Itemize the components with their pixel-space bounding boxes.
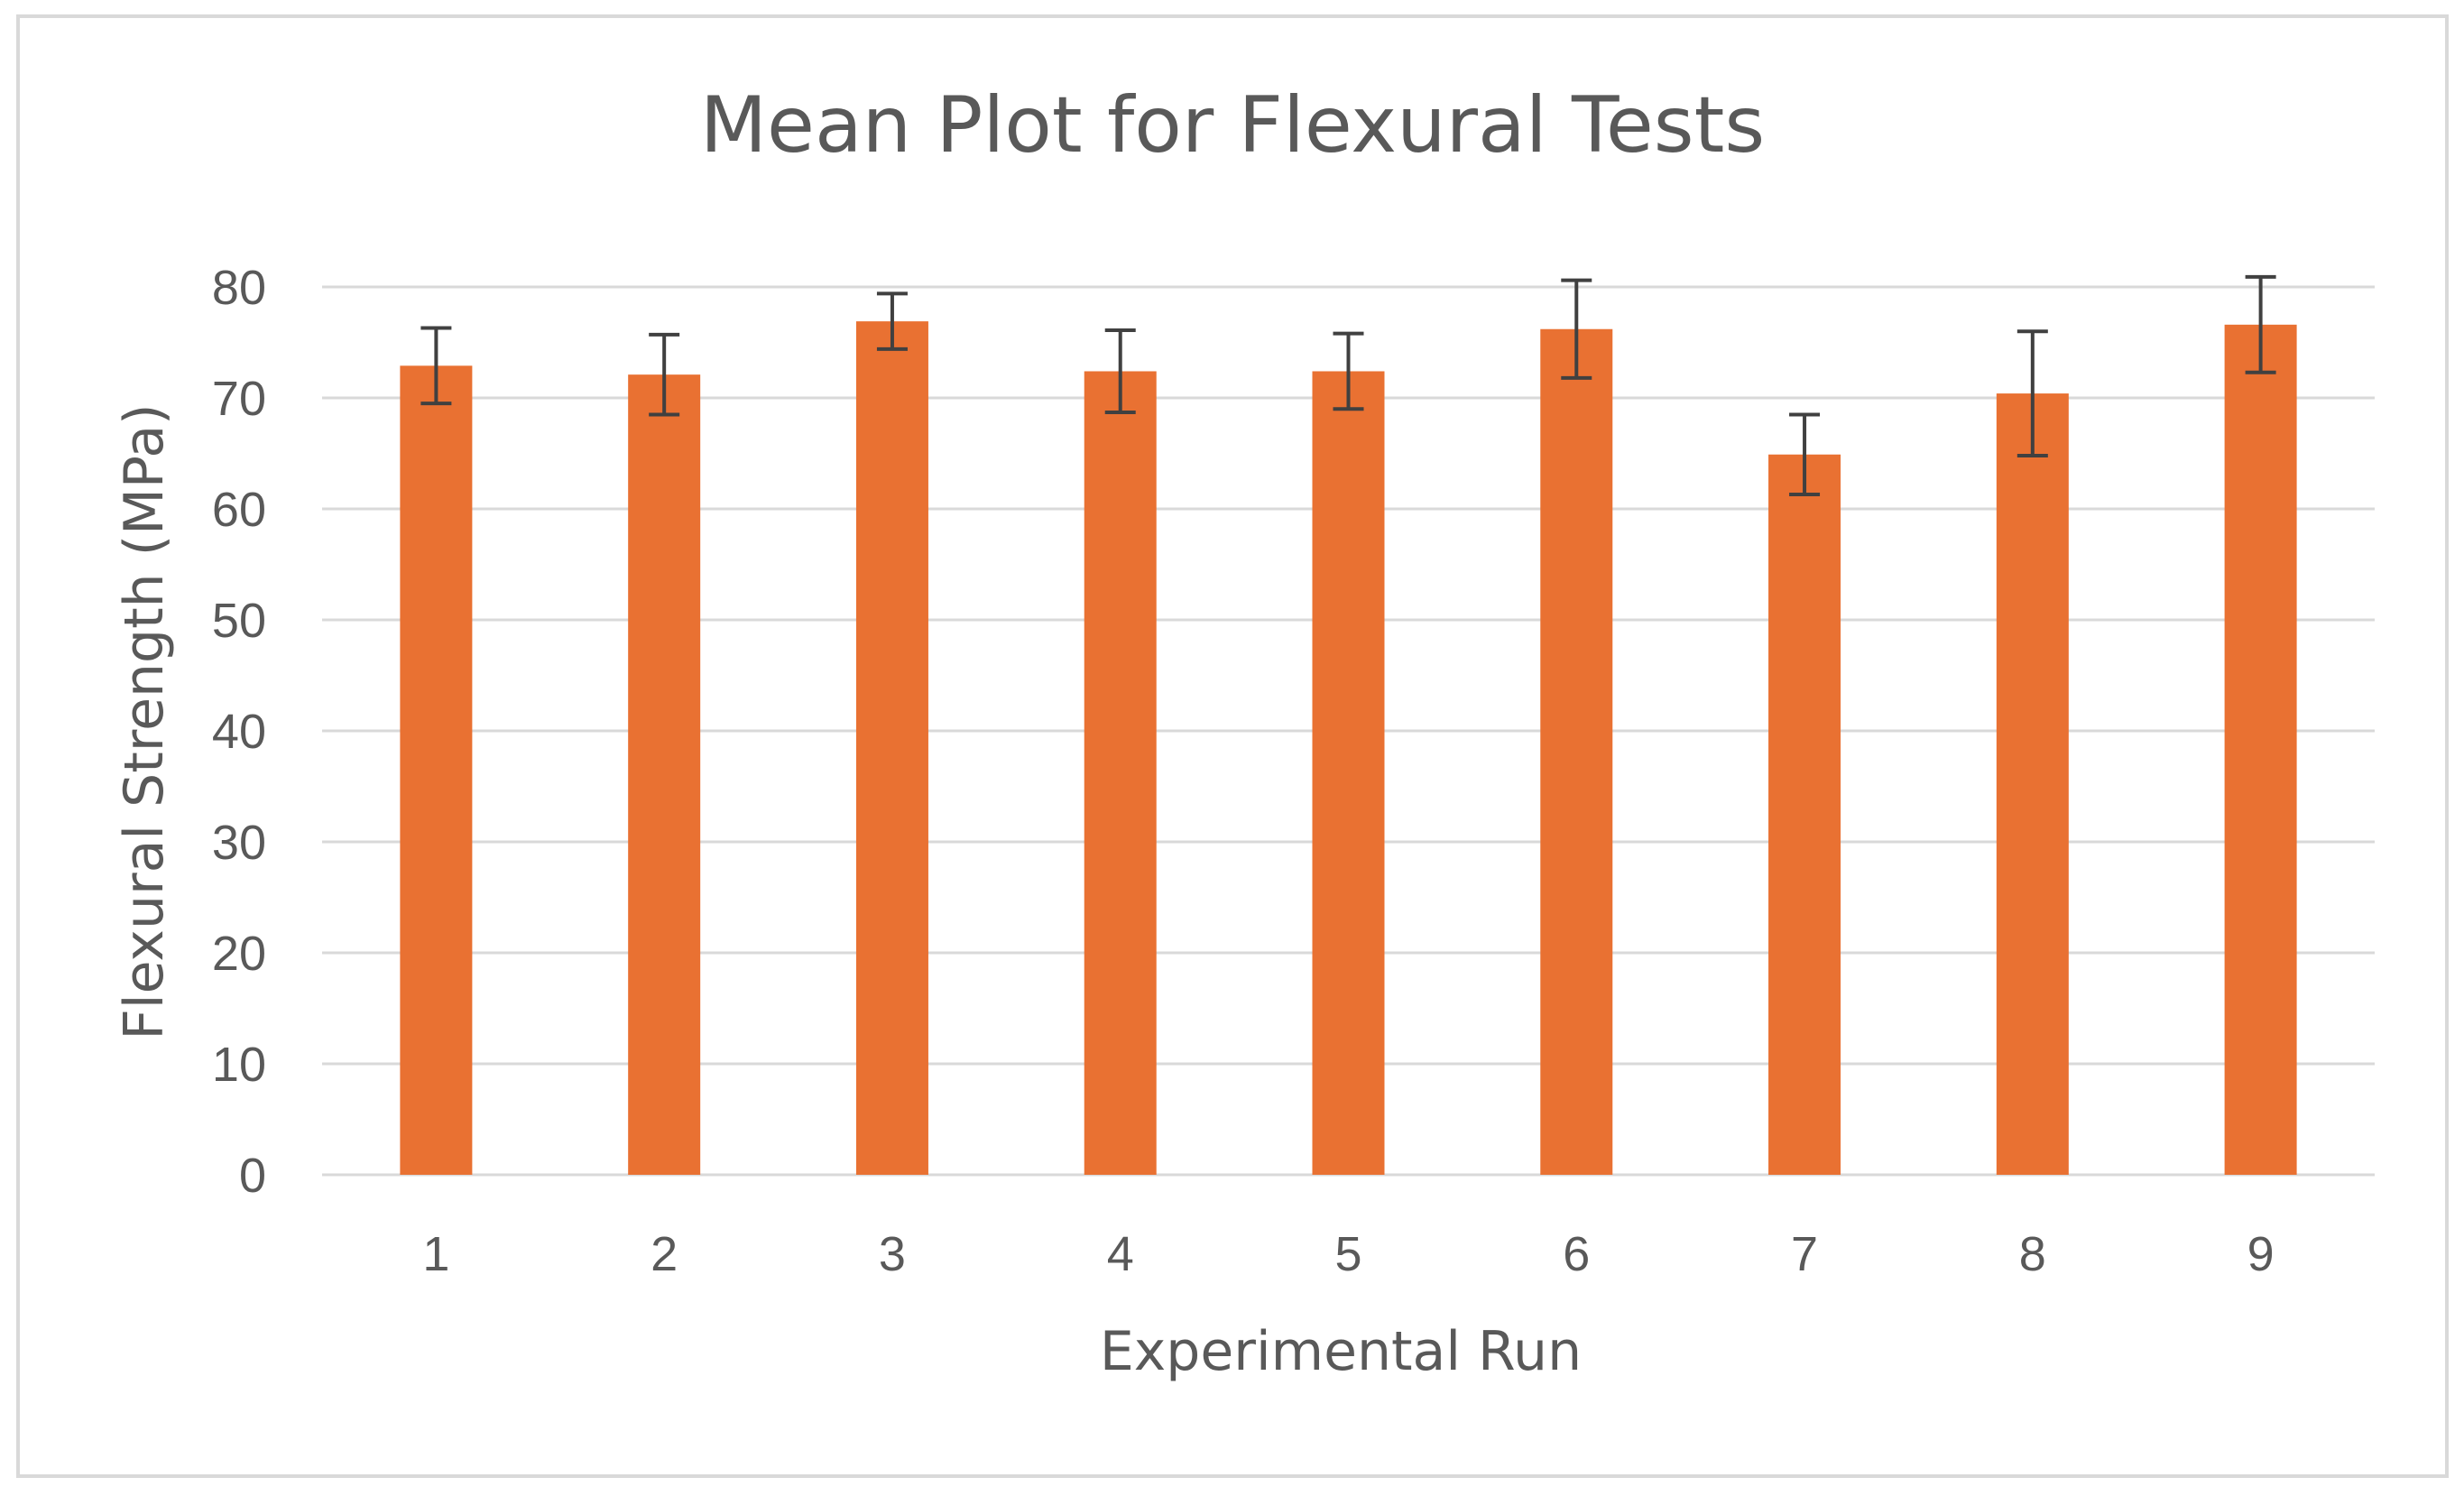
error-bar-4 <box>1104 328 1136 414</box>
bar-6 <box>1540 328 1613 1175</box>
bars <box>400 321 2297 1176</box>
bar-7 <box>1768 454 1841 1176</box>
error-bar-1 <box>420 326 452 406</box>
bar-4 <box>1084 371 1157 1176</box>
x-tick-label-9: 9 <box>2247 1227 2275 1281</box>
x-tick-label-2: 2 <box>651 1227 678 1281</box>
x-tick-label-3: 3 <box>879 1227 906 1281</box>
bar-3 <box>855 321 928 1175</box>
error-bar-9 <box>2245 274 2276 374</box>
error-bar-3 <box>876 291 908 351</box>
bar-5 <box>1312 371 1385 1176</box>
bar-2 <box>628 374 701 1175</box>
y-tick-label-60: 60 <box>212 483 266 537</box>
x-tick-label-7: 7 <box>1791 1227 1818 1281</box>
y-tick-label-40: 40 <box>212 705 266 759</box>
error-bar-6 <box>1561 278 1592 380</box>
bar-1 <box>400 365 473 1176</box>
bar-8 <box>1996 393 2069 1176</box>
error-bar-5 <box>1333 331 1364 411</box>
x-axis-tick-labels: 1 2 3 4 5 6 7 8 9 <box>422 1227 2274 1281</box>
y-tick-label-30: 30 <box>212 816 266 870</box>
y-tick-label-80: 80 <box>212 261 266 315</box>
x-tick-label-5: 5 <box>1334 1227 1361 1281</box>
error-bar-7 <box>1789 412 1821 497</box>
chart-area-border <box>16 14 2449 1478</box>
y-tick-label-0: 0 <box>239 1149 266 1203</box>
y-axis-tick-labels: 0 10 20 30 40 50 60 70 80 <box>212 261 266 1203</box>
error-bar-2 <box>649 332 680 417</box>
x-tick-label-4: 4 <box>1107 1227 1134 1281</box>
error-bars <box>420 274 2276 497</box>
error-bar-8 <box>2016 329 2048 457</box>
y-tick-label-70: 70 <box>212 372 266 426</box>
y-tick-label-20: 20 <box>212 927 266 981</box>
x-tick-label-8: 8 <box>2019 1227 2046 1281</box>
y-axis-title: Flexural Strength (MPa) <box>113 403 176 1039</box>
bar-9 <box>2224 324 2297 1175</box>
x-tick-label-6: 6 <box>1563 1227 1590 1281</box>
x-axis-title: Experimental Run <box>1100 1320 1582 1383</box>
y-tick-label-10: 10 <box>212 1038 266 1092</box>
y-tick-label-50: 50 <box>212 594 266 648</box>
x-tick-label-1: 1 <box>422 1227 449 1281</box>
chart-title: Mean Plot for Flexural Tests <box>700 80 1765 171</box>
